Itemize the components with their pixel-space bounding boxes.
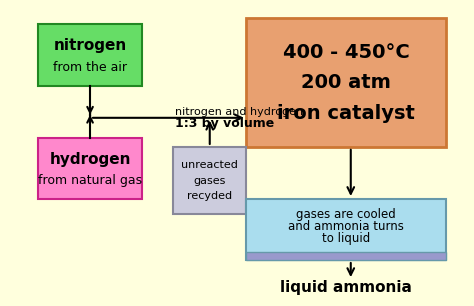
Text: 400 - 450°C: 400 - 450°C: [283, 43, 410, 62]
FancyBboxPatch shape: [246, 252, 446, 260]
FancyBboxPatch shape: [246, 199, 446, 260]
Text: to liquid: to liquid: [322, 232, 370, 245]
Text: 1:3 by volume: 1:3 by volume: [175, 118, 274, 130]
Text: recyded: recyded: [187, 191, 232, 201]
Text: gases are cooled: gases are cooled: [296, 208, 396, 221]
Text: nitrogen: nitrogen: [54, 38, 127, 54]
Text: and ammonia turns: and ammonia turns: [288, 220, 404, 233]
FancyBboxPatch shape: [38, 138, 142, 199]
Text: unreacted: unreacted: [182, 160, 238, 170]
Text: from natural gas: from natural gas: [38, 174, 142, 187]
Text: 200 atm: 200 atm: [301, 73, 391, 92]
FancyBboxPatch shape: [38, 24, 142, 86]
Text: nitrogen and hydrogen: nitrogen and hydrogen: [175, 107, 303, 117]
FancyBboxPatch shape: [246, 18, 446, 147]
FancyBboxPatch shape: [173, 147, 246, 214]
Text: iron catalyst: iron catalyst: [277, 104, 415, 123]
Text: hydrogen: hydrogen: [49, 151, 131, 167]
Text: liquid ammonia: liquid ammonia: [280, 280, 412, 295]
Text: from the air: from the air: [53, 61, 127, 74]
Text: gases: gases: [193, 176, 226, 185]
